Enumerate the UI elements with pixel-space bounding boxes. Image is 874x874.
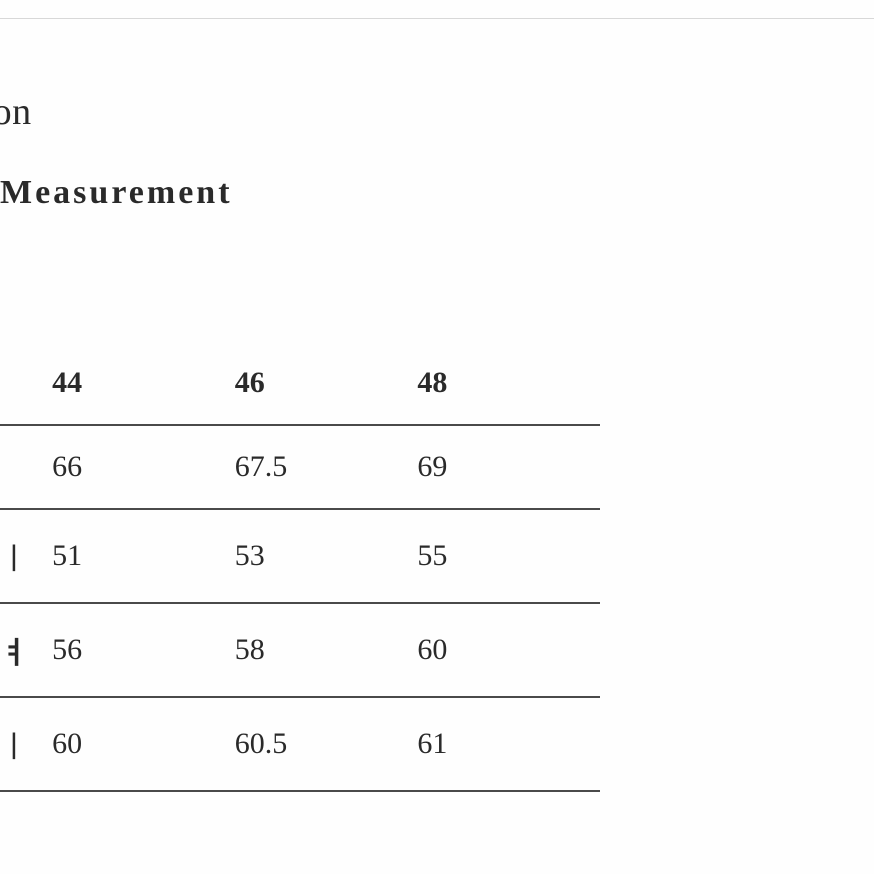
table-cell: 69 — [417, 425, 600, 509]
table-header-size-46: 46 — [235, 342, 418, 425]
measurement-table: 44 46 48 66 67.5 69 ㅣ 51 53 55 — [0, 342, 600, 792]
row-label — [0, 425, 52, 509]
row-label: ㅣ — [0, 697, 52, 791]
table-cell: 53 — [235, 509, 418, 603]
table-cell: 60 — [417, 603, 600, 697]
table-cell: 60 — [52, 697, 235, 791]
table-header-row: 44 46 48 — [0, 342, 600, 425]
page-heading-partial: iption — [0, 90, 874, 134]
table-cell: 60.5 — [235, 697, 418, 791]
table-cell: 58 — [235, 603, 418, 697]
table-cell: 51 — [52, 509, 235, 603]
table-row: ㅕ 56 58 60 — [0, 603, 600, 697]
table-cell: 61 — [417, 697, 600, 791]
measurement-subheading: Measurement — [0, 174, 874, 212]
table-row: ㅣ 51 53 55 — [0, 509, 600, 603]
top-divider — [0, 18, 874, 19]
table-header-size-44: 44 — [52, 342, 235, 425]
table-cell: 67.5 — [235, 425, 418, 509]
content-area: iption Measurement 44 46 48 66 67.5 69 — [0, 0, 874, 792]
row-label: ㅕ — [0, 603, 52, 697]
measurement-table-wrap: 44 46 48 66 67.5 69 ㅣ 51 53 55 — [0, 342, 600, 792]
table-row: ㅣ 60 60.5 61 — [0, 697, 600, 791]
row-label: ㅣ — [0, 509, 52, 603]
table-header-size-48: 48 — [417, 342, 600, 425]
table-cell: 66 — [52, 425, 235, 509]
table-cell: 56 — [52, 603, 235, 697]
table-row: 66 67.5 69 — [0, 425, 600, 509]
table-header-empty — [0, 342, 52, 425]
table-cell: 55 — [417, 509, 600, 603]
